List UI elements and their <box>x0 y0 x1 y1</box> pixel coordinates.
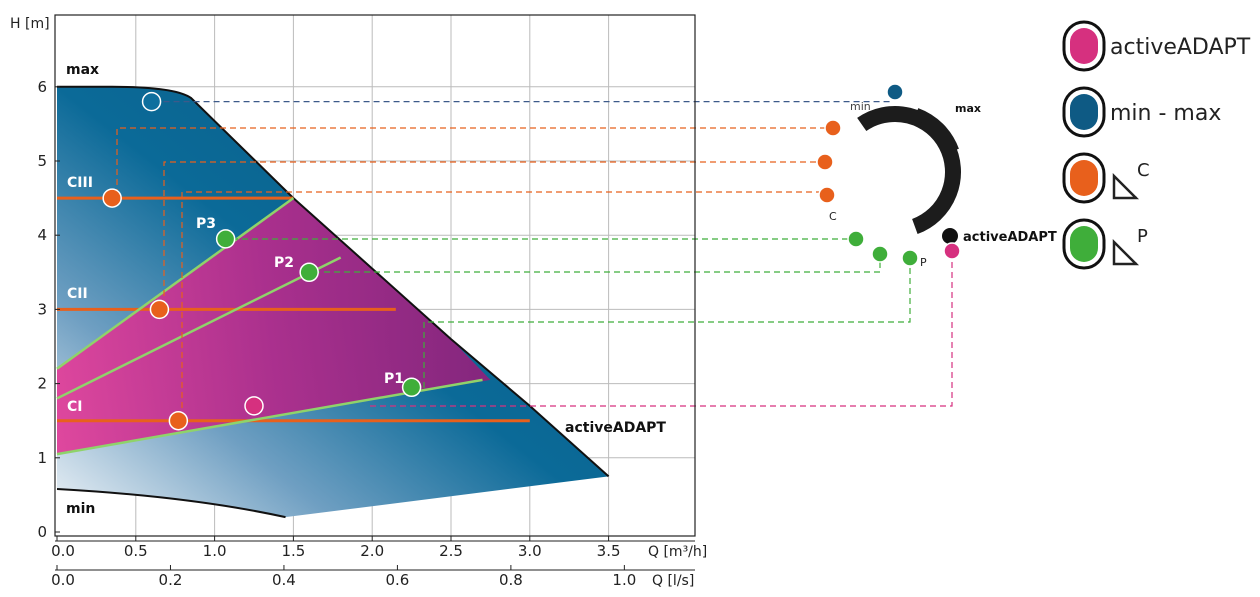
x2-tick-label: 0.4 <box>272 571 296 589</box>
x2-tick-label: 0.6 <box>385 571 409 589</box>
point-ciii <box>102 188 122 208</box>
point-p2 <box>299 262 319 283</box>
point-ci <box>168 410 189 431</box>
x-tick-label: 1.0 <box>203 542 227 560</box>
connector-ciii <box>116 127 830 195</box>
y-tick-label: 0 <box>37 523 47 541</box>
legend-label-1: min - max <box>1110 101 1221 126</box>
x-axis-label-secondary: Q [l/s] <box>652 573 694 589</box>
dial-roman-1: III <box>840 135 852 148</box>
plot-frame <box>54 14 696 537</box>
label-ciii: CIII <box>67 175 93 191</box>
line-p2 <box>56 256 342 400</box>
line-p3 <box>56 197 295 370</box>
x-axis-label-primary: Q [m³/h] <box>648 544 707 560</box>
max-curve <box>57 85 610 478</box>
legend-symbol-letter-3: P <box>1137 226 1148 247</box>
y-tick-label: 5 <box>37 152 47 170</box>
label-max: max <box>66 62 99 78</box>
dial-min-label: min <box>850 100 871 113</box>
connector-activeadapt <box>370 258 953 407</box>
point-p3 <box>215 229 236 249</box>
dial-digit-2: 2 <box>883 223 891 236</box>
legend-symbol-letter-2: C <box>1137 160 1150 181</box>
x-tick-label: 0.5 <box>124 542 148 560</box>
x-tick-label: 2.5 <box>439 542 463 560</box>
min-curve <box>56 487 286 519</box>
dial-point-activeadapt <box>943 242 961 260</box>
legend-swatch-3 <box>1070 226 1098 262</box>
dial-point-max <box>886 83 904 101</box>
activeadapt-region <box>57 198 491 455</box>
label-p2: P2 <box>274 255 294 271</box>
dial-point-p3 <box>847 230 865 248</box>
legend-swatch-2 <box>1070 160 1098 196</box>
legend-swatch-0 <box>1070 28 1098 64</box>
dial-max-label: max <box>955 102 981 115</box>
dial-p-symbol: P <box>920 256 927 269</box>
legend-swatch-1 <box>1070 94 1098 130</box>
x2-tick-label: 0.8 <box>499 571 523 589</box>
connector-ci <box>181 191 825 418</box>
connector-p2 <box>314 256 881 273</box>
x-tick-label: 0.0 <box>51 542 75 560</box>
dial-point-ciii <box>824 119 842 137</box>
x2-tick-label: 0.0 <box>51 571 75 589</box>
connector-cii <box>163 161 823 306</box>
legend-symbol-3 <box>1112 238 1140 266</box>
legend: activeADAPT min - max C P <box>1062 20 1251 270</box>
connector-p1 <box>423 268 911 388</box>
label-cii: CII <box>67 286 88 302</box>
y-tick-label: 2 <box>37 375 47 393</box>
x2-tick-label: 0.2 <box>159 571 183 589</box>
y-tick-label: 1 <box>37 449 47 467</box>
dial-point-p2 <box>871 245 889 263</box>
dial-digit-1: 3 <box>862 216 870 229</box>
dial-point-p1 <box>901 249 919 267</box>
y-tick-label: 3 <box>37 300 47 318</box>
x-tick-label: 3.5 <box>597 542 621 560</box>
y-tick-label: 6 <box>37 78 47 96</box>
legend-label-0: activeADAPT <box>1110 35 1251 60</box>
label-p3: P3 <box>196 216 216 232</box>
point-max <box>141 91 162 112</box>
dial-point-activeadapt-black <box>942 228 958 244</box>
dial-max-segment <box>913 108 959 154</box>
label-min: min <box>66 501 95 517</box>
dial-roman-2: II <box>833 161 841 174</box>
x-tick-label: 1.5 <box>281 542 305 560</box>
point-p1 <box>401 377 422 398</box>
legend-symbol-2 <box>1112 172 1140 200</box>
dial-roman-3: I <box>838 186 842 199</box>
dial-activeadapt-label: activeADAPT <box>963 230 1057 245</box>
x-tick-label: 2.0 <box>360 542 384 560</box>
point-activeadapt <box>244 396 264 416</box>
dial-digit-3: 1 <box>908 221 916 234</box>
label-ci: CI <box>67 399 82 415</box>
x2-tick-label: 1.0 <box>612 571 636 589</box>
dial-c-symbol: C <box>829 210 837 223</box>
connectors <box>116 101 953 418</box>
x-tick-label: 3.0 <box>518 542 542 560</box>
axes: H [m] 0 1 2 3 4 5 6 0.0 0.5 1.0 1.5 2.0 2.5 3.0 3.5 Q [m… <box>10 14 707 589</box>
dial-point-cii <box>816 153 834 171</box>
y-axis-label: H [m] <box>10 16 50 32</box>
label-activeadapt: activeADAPT <box>565 420 666 436</box>
label-p1: P1 <box>384 371 404 387</box>
point-cii <box>149 299 170 320</box>
dial-point-ci <box>818 186 836 204</box>
y-tick-label: 4 <box>37 226 47 244</box>
